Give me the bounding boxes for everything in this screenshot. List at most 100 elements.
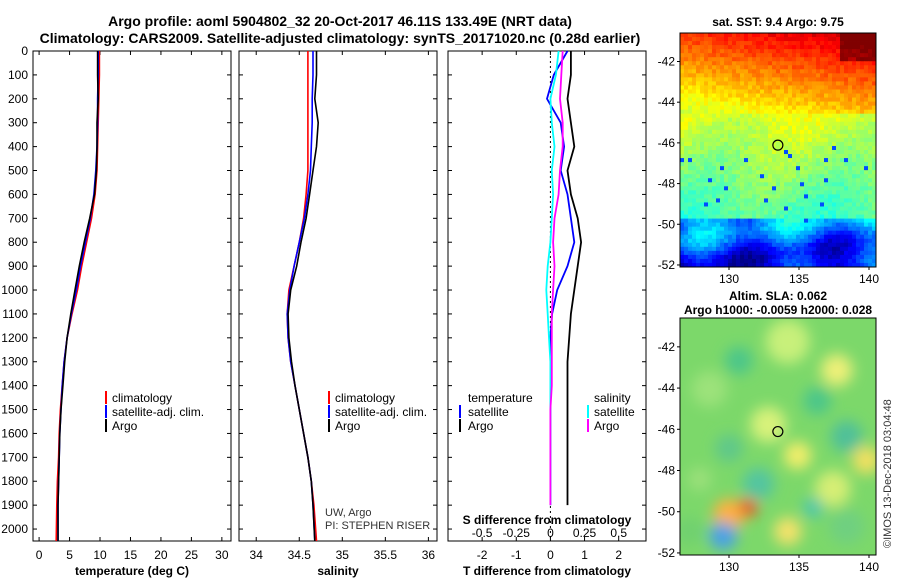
sst-cell <box>828 97 833 102</box>
sst-cell <box>684 150 689 155</box>
sst-cell <box>852 162 857 167</box>
sst-cell <box>712 113 717 119</box>
sst-cell <box>860 174 865 179</box>
sst-cell <box>856 61 861 66</box>
sst-cell <box>792 238 797 244</box>
sst-cell <box>700 49 705 54</box>
sst-cell <box>740 158 745 163</box>
sst-cell <box>868 226 873 232</box>
sst-cell <box>804 57 809 62</box>
sst-cell <box>864 154 869 159</box>
sst-cell <box>860 145 865 151</box>
sst-cell <box>828 61 833 66</box>
sst-cell <box>856 186 861 191</box>
sst-cell <box>732 49 737 54</box>
sst-cell <box>828 202 833 207</box>
sst-cell <box>748 37 753 42</box>
sst-cell <box>800 166 805 171</box>
sst-cell <box>796 218 801 224</box>
sst-cell <box>768 166 773 171</box>
sst-cell <box>824 33 829 38</box>
sst-cell <box>856 182 861 187</box>
sst-cell <box>804 194 809 199</box>
sst-cell <box>748 194 753 199</box>
sst-cell <box>836 246 841 252</box>
sst-cell <box>720 218 725 224</box>
sst-cell <box>844 85 849 90</box>
sst-cell <box>848 45 853 50</box>
sst-cell <box>792 49 797 54</box>
sst-cell <box>704 166 709 171</box>
sst-cell <box>728 234 733 240</box>
sst-cell <box>696 262 701 267</box>
sst-cell <box>820 154 825 159</box>
sst-cell <box>836 150 841 155</box>
sst-cell <box>700 258 705 264</box>
sst-cell <box>828 246 833 252</box>
sst-cell <box>796 230 801 236</box>
sst-cell <box>756 254 761 260</box>
figure-title-line2: Climatology: CARS2009. Satellite-adjuste… <box>39 30 641 46</box>
depth-tick-label: 1600 <box>1 426 28 440</box>
sst-cell <box>776 230 781 236</box>
sst-cell <box>716 230 721 236</box>
sst-cell <box>740 145 745 151</box>
sst-cell <box>792 218 797 224</box>
sst-cell <box>872 246 876 252</box>
sst-cell <box>764 33 769 38</box>
sst-cell <box>716 202 721 207</box>
sst-cell <box>824 230 829 236</box>
sst-cell <box>688 262 693 267</box>
sst-cell <box>696 93 701 98</box>
sst-cell <box>860 150 865 155</box>
sst-cell <box>732 133 737 139</box>
sst-cell <box>696 41 701 46</box>
sst-cell <box>800 93 805 98</box>
sst-cell <box>820 238 825 244</box>
sst-cell <box>692 162 697 167</box>
sst-cell <box>864 230 869 236</box>
sst-cell <box>852 61 857 66</box>
sst-cell <box>824 41 829 46</box>
sst-cell <box>804 69 809 74</box>
sst-cell <box>696 129 701 135</box>
sst-cell <box>860 61 865 66</box>
sst-cell <box>732 210 737 215</box>
sst-cell <box>872 73 876 78</box>
sst-cell <box>764 101 769 107</box>
sst-cell <box>740 133 745 139</box>
sst-cell <box>864 234 869 240</box>
sst-cell <box>712 202 717 207</box>
sst-cell <box>736 174 741 179</box>
sst-cell <box>744 145 749 151</box>
sst-cell <box>752 65 757 70</box>
sst-cell <box>864 202 869 207</box>
sst-cell <box>788 262 793 267</box>
sst-cell <box>864 49 869 54</box>
sst-cell <box>848 133 853 139</box>
sst-cell <box>752 154 757 159</box>
sst-cell <box>804 238 809 244</box>
sst-cell <box>716 73 721 78</box>
sst-cell <box>852 41 857 46</box>
sst-cell <box>820 73 825 78</box>
sst-cell <box>716 186 721 191</box>
sst-cell <box>872 81 876 86</box>
sst-cell <box>680 214 685 219</box>
sst-cell <box>792 250 797 256</box>
sst-cell <box>784 41 789 46</box>
sst-cell <box>700 85 705 90</box>
sla-map-axes: 130 135 140-42-44-46-48-50-52 <box>658 340 880 574</box>
sst-cell <box>696 170 701 175</box>
sst-cell <box>872 65 876 70</box>
sst-cell <box>832 45 837 50</box>
sst-cell <box>796 222 801 228</box>
sla-eddy <box>803 386 832 415</box>
sst-cell <box>704 234 709 240</box>
sst-cell <box>836 117 841 123</box>
sst-cell <box>808 250 813 256</box>
sst-cell <box>852 158 857 163</box>
sst-cell <box>696 198 701 203</box>
sst-cell <box>712 89 717 94</box>
sst-cell <box>840 170 845 175</box>
